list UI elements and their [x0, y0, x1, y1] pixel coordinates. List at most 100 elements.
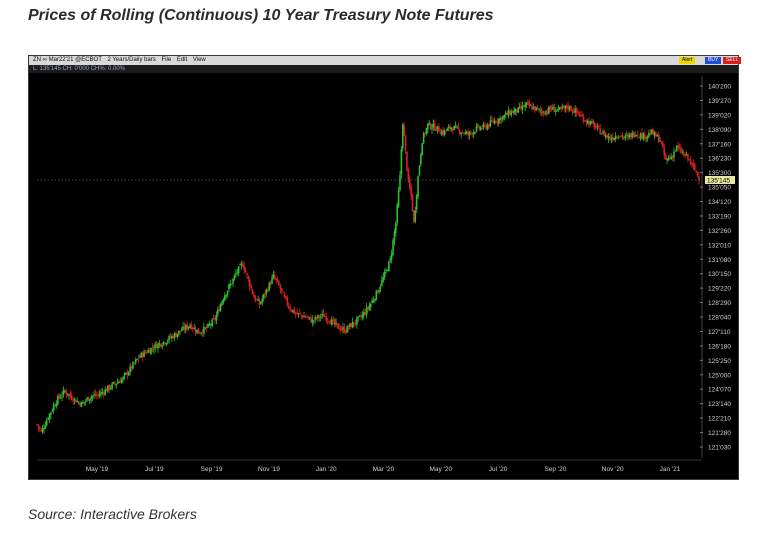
candle-body — [390, 253, 393, 260]
candle-body — [534, 106, 536, 111]
candle-body — [75, 399, 77, 403]
candle-body — [157, 343, 159, 349]
candle-body — [116, 382, 119, 384]
candle-body — [552, 106, 554, 110]
candle-body — [294, 313, 297, 314]
candle-body — [664, 154, 667, 159]
candle-body — [164, 342, 166, 345]
candle-body — [296, 312, 298, 315]
candle-body — [93, 394, 95, 396]
buy-button[interactable]: BUY — [705, 57, 722, 64]
y-tick-label: 130'150 — [708, 271, 731, 278]
candle-body — [421, 143, 424, 156]
sell-button[interactable]: SELL — [723, 57, 742, 64]
candle-body — [64, 390, 66, 392]
candle-body — [432, 123, 435, 128]
candle-body — [333, 319, 336, 325]
candle-body — [322, 313, 325, 318]
candle-body — [687, 153, 689, 159]
candle-body — [172, 335, 175, 339]
candle-body — [666, 158, 668, 161]
candle-body — [393, 231, 396, 242]
candle-body — [276, 280, 279, 282]
candle-body — [332, 319, 335, 321]
candle-body — [77, 402, 80, 404]
alert-button[interactable]: Alert — [679, 57, 696, 64]
candle-body — [468, 131, 471, 136]
candle-body — [545, 111, 547, 115]
candle-body — [692, 163, 695, 166]
candle-body — [267, 289, 269, 291]
candle-body — [453, 126, 456, 131]
candle-body — [353, 322, 355, 325]
candle-body — [351, 321, 354, 328]
candle-body — [91, 395, 94, 398]
candle-body — [595, 127, 597, 129]
candle-body — [97, 393, 99, 395]
candle-body — [628, 134, 631, 137]
candle-body — [216, 309, 219, 315]
candle-body — [463, 133, 465, 135]
candle-body — [137, 357, 140, 359]
candle-body — [484, 124, 486, 126]
symbol-label[interactable]: ZN ∞ Mar22'21 @ECBOT — [33, 57, 102, 63]
candle-body — [458, 130, 461, 134]
candle-body — [694, 164, 696, 171]
candle-body — [344, 332, 347, 334]
candle-body — [76, 401, 79, 402]
candle-body — [388, 261, 390, 272]
candle-body — [136, 359, 138, 360]
candle-body — [450, 127, 453, 130]
x-tick-label: Sep '19 — [201, 466, 223, 473]
candle-body — [429, 123, 432, 129]
menu-file[interactable]: File — [161, 57, 172, 63]
candle-body — [635, 134, 638, 136]
y-tick-label: 133'190 — [708, 213, 731, 220]
menu-edit[interactable]: Edit — [176, 57, 188, 63]
candle-body — [475, 126, 478, 132]
candle-body — [649, 133, 652, 135]
candle-body — [57, 395, 59, 404]
candle-body — [98, 394, 101, 396]
candle-body — [425, 128, 428, 134]
candle-body — [218, 308, 220, 312]
candle-body — [504, 112, 507, 115]
candle-body — [187, 326, 190, 329]
candle-body — [655, 132, 657, 137]
y-tick-label: 135'050 — [708, 185, 731, 192]
candle-body — [191, 327, 194, 329]
candle-body — [48, 413, 51, 420]
drawing-tools-bar[interactable]: L: 135'145 CH: 0'000 CH%: 0.00% — [29, 65, 738, 73]
candle-body — [279, 285, 282, 290]
candle-body — [445, 130, 447, 132]
candle-body — [502, 116, 504, 120]
candle-body — [278, 281, 280, 286]
candle-body — [406, 151, 408, 171]
candle-body — [300, 314, 303, 316]
menu-view[interactable]: View — [192, 57, 206, 63]
period-selector[interactable]: 2 Years/Daily bars — [107, 57, 156, 63]
candle-body — [698, 176, 700, 180]
candle-body — [197, 328, 200, 334]
candle-body — [115, 383, 118, 386]
candle-body — [579, 114, 582, 116]
candle-body — [389, 258, 392, 261]
candle-body — [328, 321, 330, 322]
candle-body — [563, 105, 565, 108]
y-tick-label: 139'270 — [708, 98, 731, 105]
candle-body — [482, 124, 485, 128]
candle-body — [397, 190, 400, 207]
candle-body — [360, 316, 362, 318]
candle-body — [308, 317, 311, 318]
candle-body — [154, 343, 157, 349]
candle-body — [542, 111, 545, 115]
candle-body — [282, 291, 284, 293]
candle-body — [331, 319, 333, 325]
candle-body — [176, 333, 179, 338]
candle-body — [342, 327, 344, 330]
candle-body — [325, 316, 328, 321]
price-chart[interactable]: 140'200 139'270 139'020 138'090 137'160 136'2… — [29, 56, 738, 479]
candle-body — [193, 327, 195, 330]
x-tick-label: Nov '19 — [258, 466, 280, 473]
candle-body — [375, 290, 378, 300]
